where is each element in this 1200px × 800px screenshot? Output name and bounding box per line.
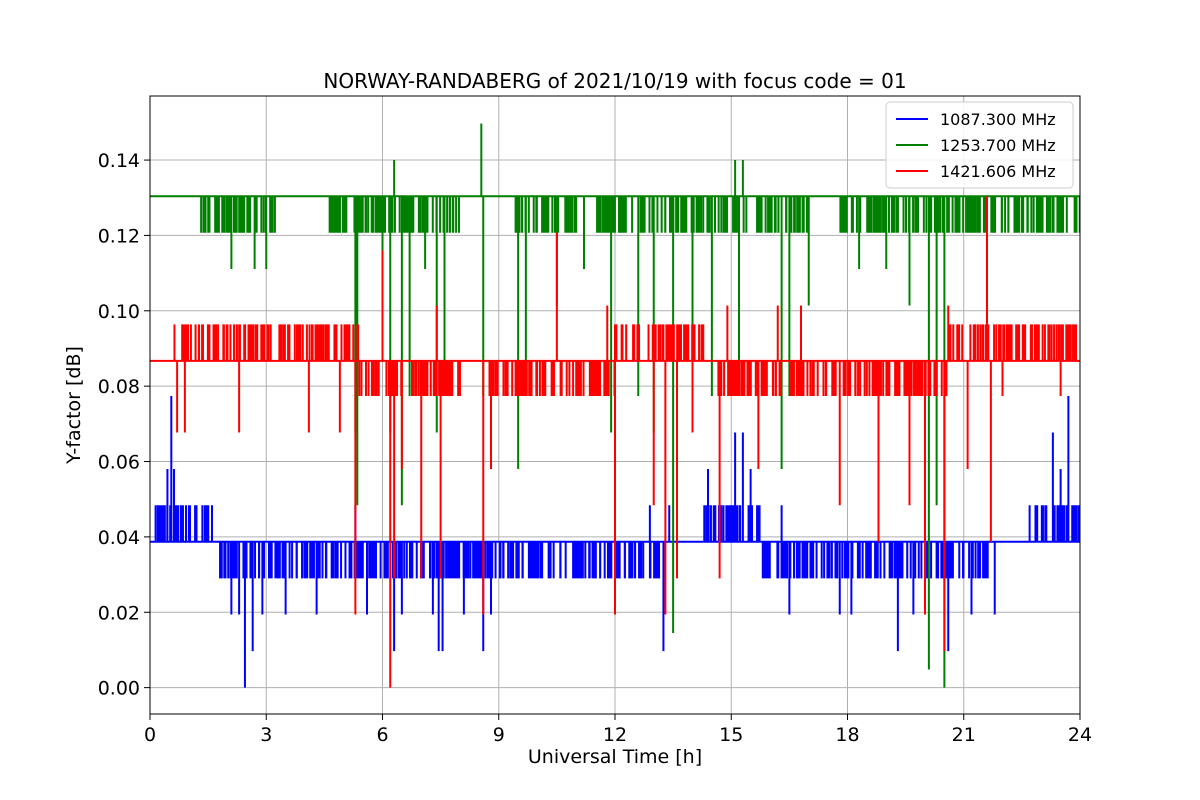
legend-box: [885, 101, 1074, 189]
y-tick-label: 0.06: [98, 452, 140, 474]
x-axis-label: Universal Time [h]: [528, 746, 702, 768]
ticks: 0 3 6 9 12 15 18 21 24 0.00 0.02 0.04 0.06 0.08 0.10 0.…: [98, 150, 1092, 746]
y-tick-label: 0.14: [98, 150, 140, 172]
y-axis-label: Y-factor [dB]: [63, 346, 85, 465]
x-tick-label: 15: [719, 724, 743, 746]
x-tick-label: 12: [603, 724, 627, 746]
chart-title: NORWAY-RANDABERG of 2021/10/19 with focu…: [323, 69, 906, 93]
y-tick-label: 0.12: [98, 225, 140, 247]
x-tick-label: 6: [376, 724, 388, 746]
legend-label: 1087.300 MHz: [940, 110, 1056, 129]
x-tick-label: 0: [144, 724, 156, 746]
x-tick-label: 24: [1068, 724, 1092, 746]
series-line-1: [150, 123, 1080, 688]
y-tick-label: 0.04: [98, 527, 140, 549]
legend-label: 1253.700 MHz: [940, 136, 1056, 155]
y-tick-label: 0.08: [98, 376, 140, 398]
series-line-2: [150, 196, 1080, 688]
x-tick-label: 3: [260, 724, 272, 746]
legend: 1087.300 MHz 1253.700 MHz 1421.606 MHz: [885, 101, 1074, 189]
x-tick-label: 18: [835, 724, 859, 746]
x-tick-label: 21: [952, 724, 976, 746]
x-tick-label: 9: [493, 724, 505, 746]
series-layer: [150, 123, 1080, 688]
legend-label: 1421.606 MHz: [940, 162, 1056, 181]
y-tick-label: 0.10: [98, 301, 140, 323]
y-tick-label: 0.02: [98, 602, 140, 624]
y-tick-label: 0.00: [98, 678, 140, 700]
